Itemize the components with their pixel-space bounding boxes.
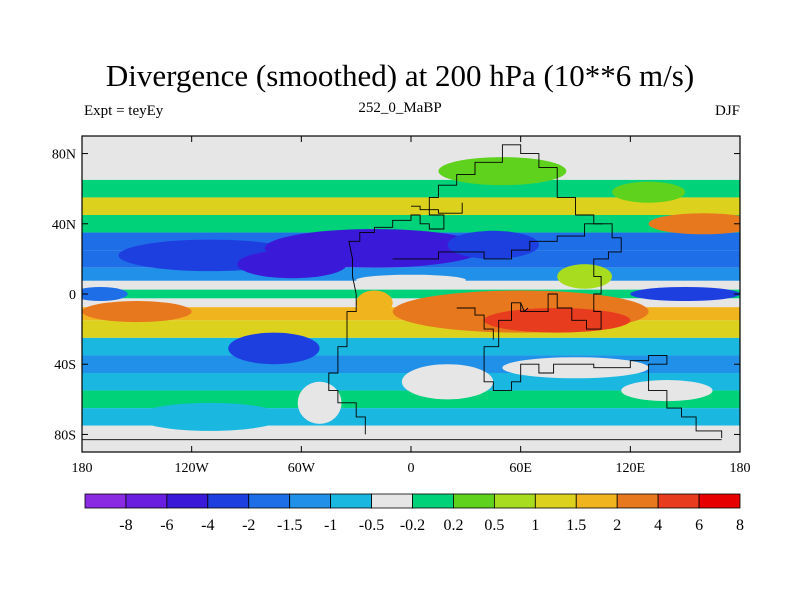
x-tick-label: 60E <box>509 461 532 476</box>
field-blob <box>237 250 348 279</box>
colorbar-swatch <box>493 493 536 509</box>
lat-band <box>82 337 740 356</box>
coastline <box>411 202 463 214</box>
coastline <box>520 302 529 313</box>
x-tick-label: 120E <box>616 461 646 476</box>
colorbar-label: -0.2 <box>400 517 425 534</box>
field-blob <box>484 308 631 333</box>
season-label: DJF <box>714 103 740 119</box>
coastline-layer <box>82 144 723 441</box>
field-blob <box>297 381 342 424</box>
lat-band <box>82 162 740 180</box>
colorbar-swatch <box>616 493 659 509</box>
coastline <box>328 144 723 438</box>
colorbar-label: 1 <box>531 517 539 534</box>
colorbar-label: -6 <box>160 517 173 534</box>
colorbar-swatch <box>698 493 741 509</box>
colorbar-swatch <box>412 493 454 509</box>
colorbar-label: -2 <box>242 517 255 534</box>
x-tick-label: 180 <box>72 461 93 476</box>
field-blob <box>612 181 686 203</box>
y-tick-label: 0 <box>69 288 76 303</box>
x-tick-label: 120W <box>175 461 210 476</box>
colorbar-swatch <box>575 493 618 509</box>
y-axis: 80N 40N 0 40S 80S <box>52 148 740 443</box>
field-blob <box>136 402 284 431</box>
coastline <box>456 307 494 340</box>
field-blob <box>447 230 539 259</box>
x-tick-label: 0 <box>408 461 415 476</box>
colorbar-label: -0.5 <box>359 517 384 534</box>
case-label: 252_0_MaBP <box>358 100 442 116</box>
field-blob <box>401 364 494 400</box>
lat-band <box>82 320 740 338</box>
colorbar-label: 1.5 <box>566 517 586 534</box>
colorbar-label: -4 <box>201 517 214 534</box>
colorbar: -8 -6 -4 -2 -1.5 -1 -0.5 -0.2 0.2 0.5 1 1.5 2 4 6 8 <box>84 493 744 534</box>
colorbar-swatch <box>207 493 250 509</box>
lat-band <box>82 215 740 233</box>
colorbar-swatch <box>125 493 168 509</box>
field-blob <box>228 332 320 365</box>
x-tick-label: 60W <box>288 461 316 476</box>
colorbar-label: -1 <box>324 517 337 534</box>
x-axis: 180 120W 60W 0 60E 120E 180 <box>72 136 751 476</box>
experiment-label: Expt = teyEy <box>84 103 164 119</box>
colorbar-label: 4 <box>654 517 662 534</box>
colorbar-swatch <box>289 493 332 509</box>
lat-band <box>82 289 740 299</box>
field-blob <box>648 213 740 235</box>
colorbar-swatch <box>84 493 127 509</box>
plot-area <box>82 136 740 452</box>
lat-band <box>82 390 740 409</box>
y-tick-label: 40S <box>54 358 76 373</box>
lat-band <box>82 179 740 198</box>
colorbar-swatch <box>534 493 577 509</box>
field-blob <box>356 274 466 286</box>
colorbar-swatch <box>657 493 700 509</box>
field-blob <box>630 286 740 302</box>
field-blob <box>82 286 128 302</box>
field-blob <box>356 290 393 316</box>
colorbar-label: 0.2 <box>443 517 463 534</box>
colorbar-label: -8 <box>119 517 132 534</box>
colorbar-swatch <box>248 493 291 509</box>
field-blob <box>438 157 567 186</box>
y-tick-label: 40N <box>52 218 76 233</box>
colorbar-swatch <box>453 493 495 509</box>
colorbar-swatch <box>371 493 413 509</box>
y-tick-label: 80S <box>54 428 76 443</box>
colorbar-swatch <box>166 493 209 509</box>
field-blob <box>557 264 613 289</box>
coastline <box>392 223 603 260</box>
colorbar-swatch <box>330 493 372 509</box>
colorbar-label: 8 <box>736 517 744 534</box>
field-blob <box>82 301 192 323</box>
colorbar-label: -1.5 <box>277 517 302 534</box>
colorbar-label: 0.5 <box>484 517 504 534</box>
chart-title: Divergence (smoothed) at 200 hPa (10**6 … <box>105 58 695 93</box>
colorbar-label: 6 <box>695 517 703 534</box>
x-tick-label: 180 <box>730 461 751 476</box>
colorbar-label: 2 <box>613 517 621 534</box>
y-tick-label: 80N <box>52 148 76 163</box>
